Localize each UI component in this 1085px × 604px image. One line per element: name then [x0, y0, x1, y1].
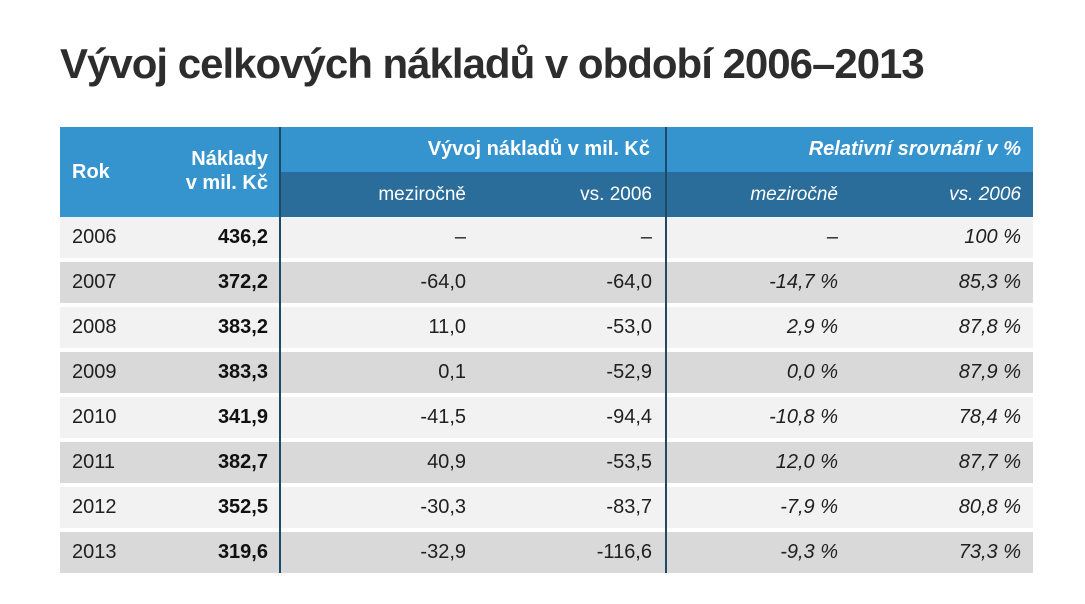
cell-rel-vs2006: 100 % [964, 226, 1021, 248]
cell-vyvoj-vs2006: -116,6 [596, 541, 652, 563]
table-row: 2008 383,2 11,0 -53,0 2,9 % 87,8 % [60, 307, 1033, 348]
cell-rok: 2012 [72, 496, 117, 518]
cell-rel-vs2006: 73,3 % [958, 541, 1021, 563]
cell-rel-mezirocne: 12,0 % [775, 451, 838, 473]
column-group-divider-right [665, 127, 667, 573]
cell-naklady: 436,2 [217, 226, 268, 248]
cell-vyvoj-mezirocne: -41,5 [420, 406, 466, 428]
table-row: 2007 372,2 -64,0 -64,0 -14,7 % 85,3 % [60, 262, 1033, 303]
cell-rel-mezirocne: -14,7 % [769, 271, 838, 293]
cell-rel-vs2006: 85,3 % [958, 271, 1021, 293]
cell-vyvoj-mezirocne: – [454, 226, 466, 248]
cell-vyvoj-mezirocne: -64,0 [420, 271, 466, 293]
column-header-rok: Rok [60, 127, 170, 217]
cell-rok: 2013 [72, 541, 117, 563]
cell-rok: 2009 [72, 361, 117, 383]
cell-rel-mezirocne: -10,8 % [769, 406, 838, 428]
cell-vyvoj-mezirocne: -30,3 [420, 496, 466, 518]
cell-rel-mezirocne: -9,3 % [780, 541, 838, 563]
table-header: Rok Náklady v mil. Kč Vývoj nákladů v mi… [60, 127, 1033, 217]
page-title: Vývoj celkových nákladů v období 2006–20… [60, 40, 925, 87]
table-row: 2009 383,3 0,1 -52,9 0,0 % 87,9 % [60, 352, 1033, 393]
cell-naklady: 319,6 [217, 541, 268, 563]
cell-naklady: 341,9 [217, 406, 268, 428]
cell-vyvoj-mezirocne: -32,9 [420, 541, 466, 563]
cell-vyvoj-mezirocne: 11,0 [428, 316, 466, 338]
cell-naklady: 352,5 [217, 496, 268, 518]
cell-naklady: 383,2 [217, 316, 268, 338]
cell-rok: 2010 [72, 406, 117, 428]
subheader-mezirocne-abs: meziročně [280, 172, 480, 217]
group-header-vyvoj-nakladu: Vývoj nákladů v mil. Kč [280, 127, 666, 172]
cell-vyvoj-vs2006: -94,4 [606, 406, 652, 428]
cell-vyvoj-vs2006: -52,9 [606, 361, 652, 383]
column-header-naklady-line2: v mil. Kč [185, 172, 268, 194]
column-header-naklady: Náklady v mil. Kč [170, 127, 280, 217]
cell-naklady: 382,7 [217, 451, 268, 473]
cell-rok: 2008 [72, 316, 117, 338]
subheader-mezirocne-rel: meziročně [666, 172, 852, 217]
cell-vyvoj-vs2006: – [640, 226, 652, 248]
cell-naklady: 372,2 [217, 271, 268, 293]
subheader-vs2006-rel: vs. 2006 [852, 172, 1033, 217]
table-row: 2013 319,6 -32,9 -116,6 -9,3 % 73,3 % [60, 532, 1033, 573]
column-group-divider-left [279, 127, 281, 573]
cell-rok: 2006 [72, 226, 117, 248]
table-row: 2011 382,7 40,9 -53,5 12,0 % 87,7 % [60, 442, 1033, 483]
cell-rok: 2011 [72, 451, 116, 473]
cell-vyvoj-mezirocne: 40,9 [427, 451, 466, 473]
cell-rel-mezirocne: 2,9 % [786, 316, 838, 338]
cell-vyvoj-vs2006: -53,5 [606, 451, 652, 473]
cell-rel-vs2006: 78,4 % [958, 406, 1021, 428]
table-body: 2006 436,2 – – – 100 % 2007 372,2 -64,0 … [60, 217, 1033, 573]
cell-rel-mezirocne: 0,0 % [786, 361, 838, 383]
cell-vyvoj-vs2006: -83,7 [606, 496, 652, 518]
cell-rok: 2007 [72, 271, 117, 293]
cell-rel-vs2006: 87,9 % [958, 361, 1021, 383]
table-row: 2010 341,9 -41,5 -94,4 -10,8 % 78,4 % [60, 397, 1033, 438]
cell-rel-vs2006: 80,8 % [958, 496, 1021, 518]
table-row: 2012 352,5 -30,3 -83,7 -7,9 % 80,8 % [60, 487, 1033, 528]
column-header-naklady-line1: Náklady [191, 148, 268, 171]
cell-rel-mezirocne: – [826, 226, 838, 248]
subheader-vs2006-abs: vs. 2006 [480, 172, 666, 217]
cell-rel-vs2006: 87,7 % [958, 451, 1021, 473]
group-header-relativni-srovnani: Relativní srovnání v % [666, 127, 1033, 172]
cell-naklady: 383,3 [217, 361, 268, 383]
cell-rel-mezirocne: -7,9 % [780, 496, 838, 518]
costs-table: Rok Náklady v mil. Kč Vývoj nákladů v mi… [60, 127, 1033, 573]
cell-vyvoj-vs2006: -64,0 [606, 271, 652, 293]
cell-vyvoj-vs2006: -53,0 [606, 316, 652, 338]
table-row: 2006 436,2 – – – 100 % [60, 217, 1033, 258]
cell-vyvoj-mezirocne: 0,1 [438, 361, 466, 383]
cell-rel-vs2006: 87,8 % [958, 316, 1021, 338]
